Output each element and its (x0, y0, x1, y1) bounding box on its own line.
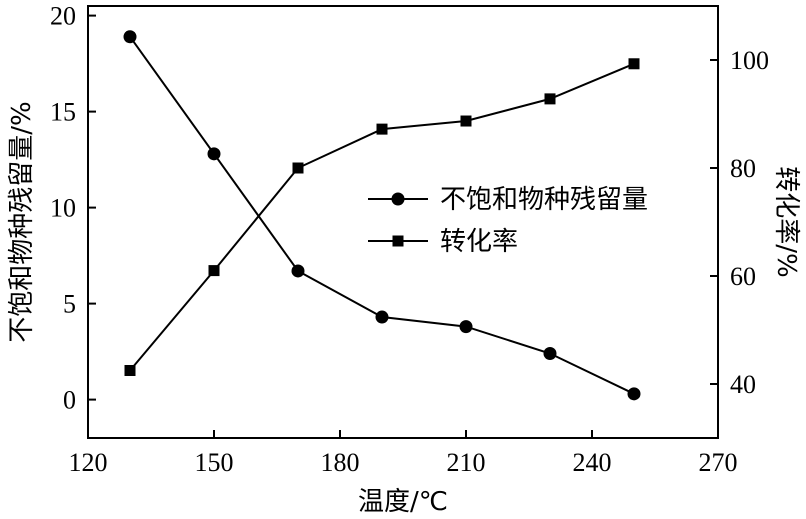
legend-label-residual: 不饱和物种残留量 (440, 185, 648, 215)
data-point-conversion (544, 93, 556, 105)
data-point-conversion (292, 162, 304, 174)
left-y-tick-label: 20 (50, 2, 76, 31)
left-y-axis-title: 不饱和物种残留量/% (7, 101, 37, 342)
x-tick-label: 240 (573, 448, 612, 477)
right-y-axis-title: 转化率/% (771, 166, 801, 277)
x-tick-label: 210 (447, 448, 486, 477)
legend: 不饱和物种残留量 转化率 (368, 185, 648, 257)
legend-label-conversion: 转化率 (440, 227, 518, 257)
data-point-residual (123, 30, 137, 44)
legend-marker-residual (391, 192, 405, 206)
right-y-axis: 40 60 80 100 (710, 46, 769, 399)
data-point-residual (207, 147, 221, 161)
left-y-tick-label: 15 (50, 98, 76, 127)
data-point-residual (375, 310, 389, 324)
left-y-tick-label: 5 (63, 290, 76, 319)
right-y-tick-label: 80 (730, 154, 756, 183)
data-point-residual (627, 387, 641, 401)
data-point-conversion (208, 265, 220, 277)
data-point-conversion (124, 365, 136, 376)
series-layer (123, 30, 641, 401)
series-line-residual (129, 36, 635, 395)
x-axis-title: 温度/℃ (358, 487, 448, 517)
left-y-axis: 0 5 10 15 20 (50, 2, 96, 415)
plot-frame (87, 5, 719, 439)
x-axis: 120 150 180 210 240 270 (69, 430, 738, 477)
x-tick-label: 150 (195, 448, 234, 477)
x-tick-label: 120 (69, 448, 108, 477)
data-point-conversion (376, 123, 388, 135)
legend-marker-conversion (392, 235, 404, 247)
data-point-conversion (460, 115, 472, 127)
data-point-residual (543, 347, 557, 361)
series-line-conversion (129, 62, 635, 372)
x-tick-label: 270 (699, 448, 738, 477)
data-point-residual (291, 264, 305, 278)
left-y-tick-label: 0 (63, 386, 76, 415)
data-point-residual (459, 320, 473, 334)
right-y-tick-label: 60 (730, 262, 756, 291)
right-y-tick-label: 40 (730, 370, 756, 399)
x-tick-label: 180 (321, 448, 360, 477)
left-y-tick-label: 10 (50, 194, 76, 223)
data-point-conversion (628, 58, 640, 70)
right-y-tick-label: 100 (730, 46, 769, 75)
